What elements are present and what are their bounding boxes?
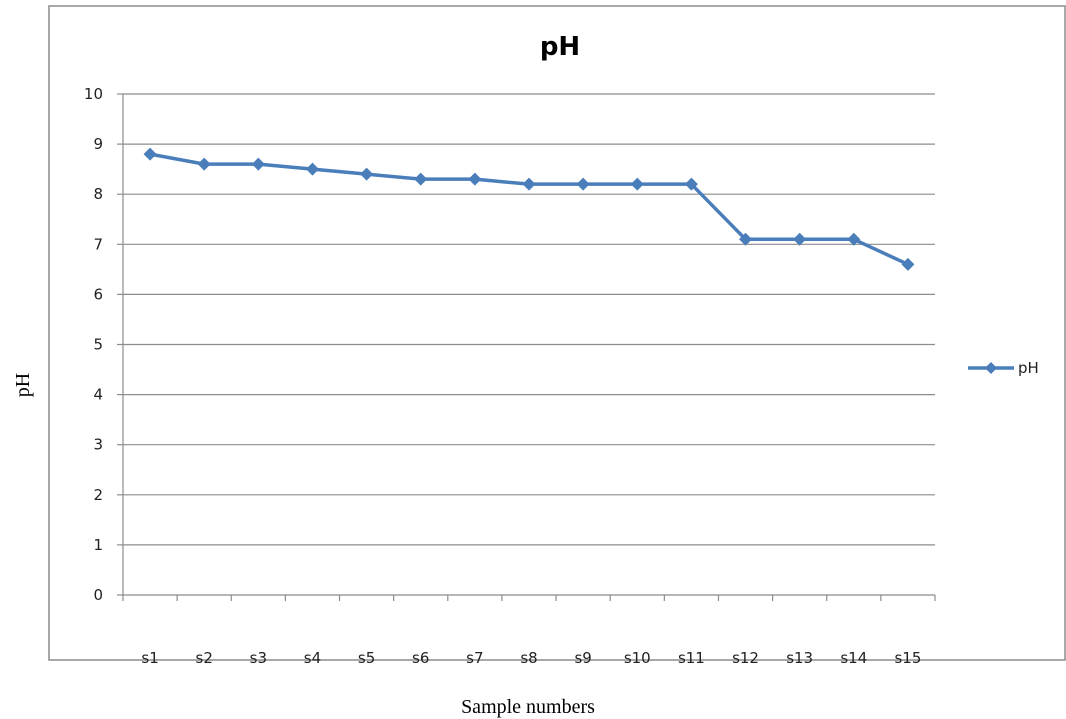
x-tick-label: s8 [520, 649, 537, 667]
chart-frame [48, 5, 1066, 661]
data-point [305, 162, 319, 176]
x-tick-label: s15 [894, 649, 921, 667]
legend: pH [968, 359, 1039, 377]
y-axis-label: pH [12, 373, 34, 397]
y-tick-label: 10 [84, 85, 103, 103]
data-point [143, 147, 157, 161]
data-point [522, 177, 536, 191]
y-tick-labels: 0 1 2 3 4 5 6 7 8 9 10 [84, 85, 103, 604]
legend-label: pH [1018, 359, 1039, 377]
chart-title: pH [540, 32, 580, 62]
x-tick-label: s11 [678, 649, 705, 667]
data-point [847, 232, 861, 246]
data-point [739, 232, 753, 246]
x-tick-label: s5 [358, 649, 375, 667]
data-point [251, 157, 265, 171]
y-tick-label: 8 [93, 185, 103, 203]
x-tick-label: s3 [250, 649, 267, 667]
x-tick-label: s4 [304, 649, 321, 667]
legend-marker [985, 362, 997, 374]
data-point [414, 172, 428, 186]
data-point [630, 177, 644, 191]
data-point [468, 172, 482, 186]
x-tick-label: s13 [786, 649, 813, 667]
y-tick-label: 1 [93, 536, 103, 554]
x-tick-label: s9 [574, 649, 591, 667]
y-tick-label: 7 [93, 235, 103, 253]
y-tick-label: 2 [93, 486, 103, 504]
x-tick-label: s1 [141, 649, 158, 667]
series-ph [143, 147, 915, 271]
data-point [684, 177, 698, 191]
gridlines [123, 93, 935, 546]
data-point [901, 257, 915, 271]
y-tick-label: 6 [93, 285, 103, 303]
axes [117, 93, 936, 601]
x-tick-label: s14 [840, 649, 867, 667]
x-tick-label: s12 [732, 649, 759, 667]
x-tick-labels: s1 s2 s3 s4 s5 s6 s7 s8 s9 s10 s11 s12 s13 s14 s15 [141, 649, 921, 667]
x-tick-label: s6 [412, 649, 429, 667]
y-tick-label: 3 [93, 436, 103, 454]
y-tick-label: 4 [93, 386, 103, 404]
data-point [197, 157, 211, 171]
data-point [360, 167, 374, 181]
x-axis-label: Sample numbers [461, 696, 595, 718]
y-tick-label: 0 [93, 586, 103, 604]
y-tick-label: 9 [93, 135, 103, 153]
data-point [793, 232, 807, 246]
x-tick-label: s7 [466, 649, 483, 667]
y-tick-label: 5 [93, 336, 103, 354]
data-point [576, 177, 590, 191]
x-tick-label: s10 [624, 649, 651, 667]
x-tick-label: s2 [196, 649, 213, 667]
